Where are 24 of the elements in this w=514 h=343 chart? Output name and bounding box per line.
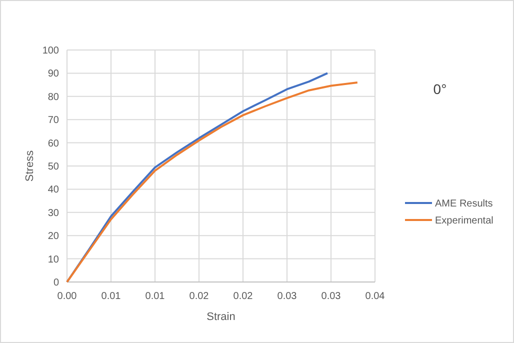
y-tick-label: 70 xyxy=(48,115,60,126)
y-tick-label: 40 xyxy=(48,184,60,196)
x-axis-title: Strain xyxy=(206,311,236,323)
y-tick-label: 50 xyxy=(48,162,60,172)
x-tick-label: 0.00 xyxy=(57,291,78,302)
y-tick-label: 0 xyxy=(53,278,60,288)
y-tick-label: 30 xyxy=(48,208,60,219)
y-axis-title: Stress xyxy=(24,150,36,182)
x-tick-label: 0.02 xyxy=(233,291,254,302)
y-tick-label: 10 xyxy=(48,254,60,266)
y-tick-label: 90 xyxy=(48,68,60,80)
x-tick-label: 0.02 xyxy=(189,291,210,302)
y-tick-label: 80 xyxy=(48,92,60,103)
y-tick-label: 60 xyxy=(48,138,60,150)
y-tick-label: 100 xyxy=(42,46,60,56)
x-tick-label: 0.03 xyxy=(277,291,298,302)
x-tick-label: 0.01 xyxy=(101,291,122,302)
text: 0° xyxy=(433,81,447,97)
legend-label: AME Results xyxy=(435,198,493,210)
x-tick-label: 0.04 xyxy=(365,291,386,302)
y-tick-label: 20 xyxy=(48,231,60,242)
x-tick-label: 0.03 xyxy=(321,291,342,302)
legend-label: Experimental xyxy=(435,216,494,226)
x-tick-label: 0.01 xyxy=(145,291,166,302)
